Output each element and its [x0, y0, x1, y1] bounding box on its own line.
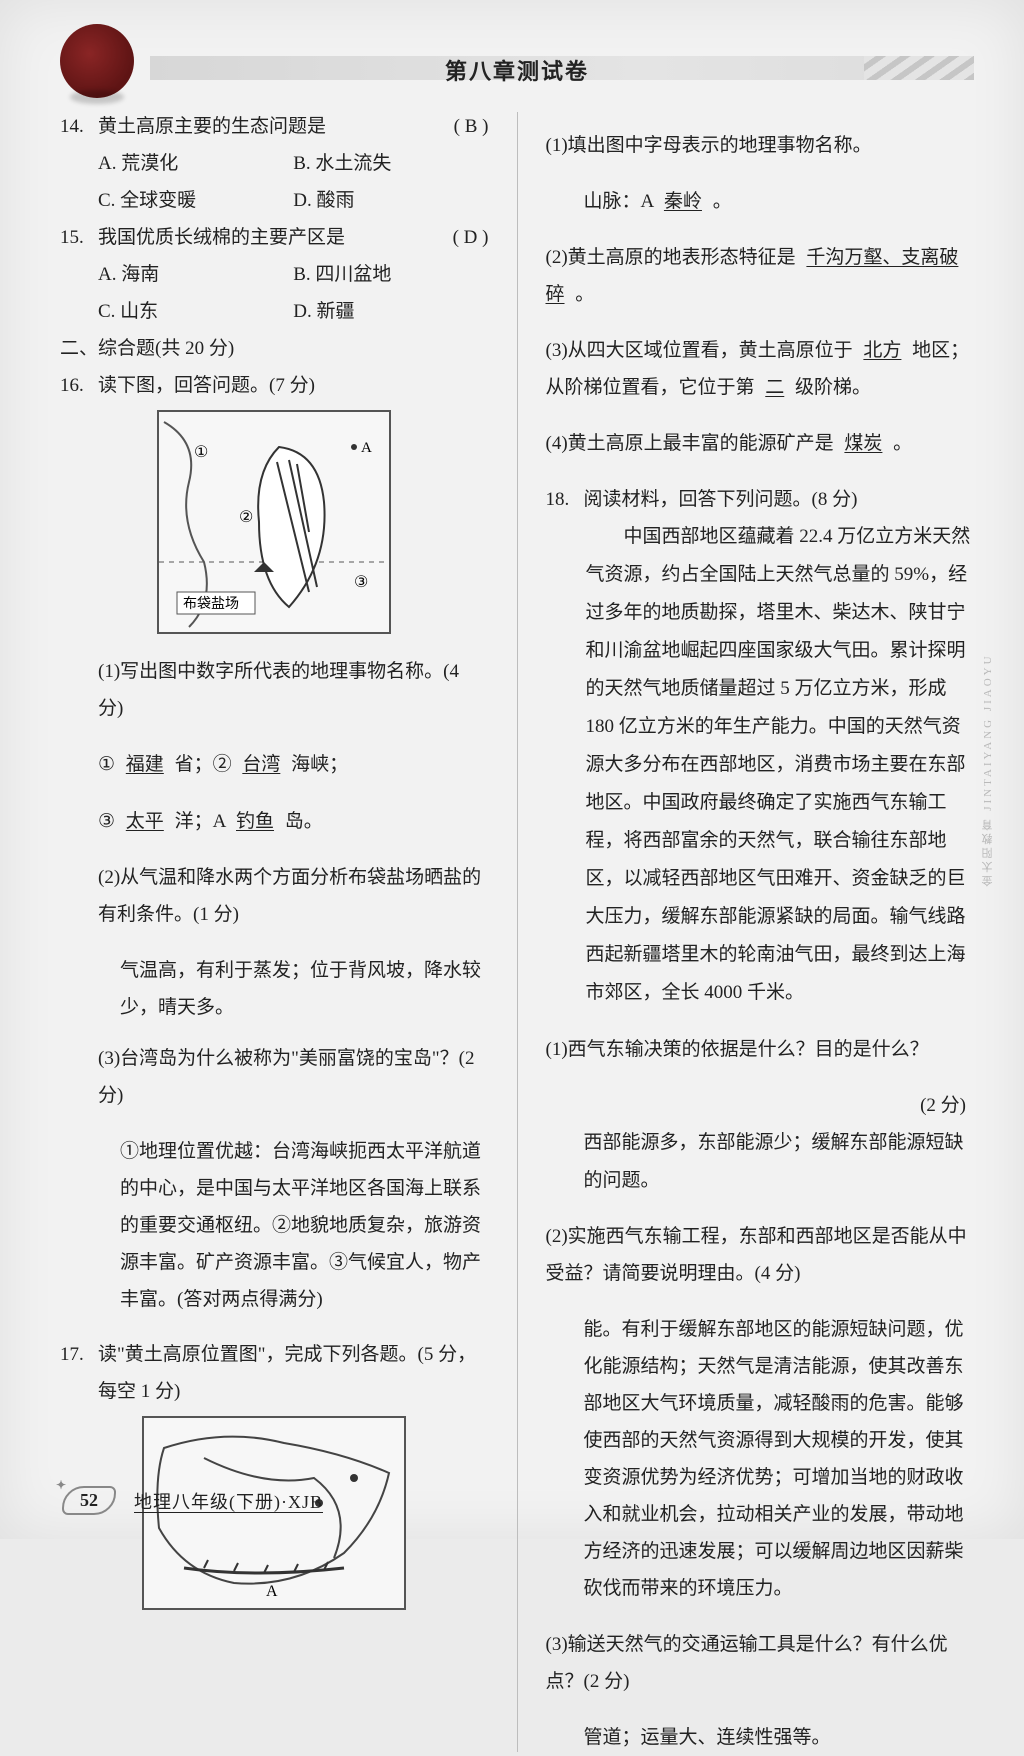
q18-3-answer: 管道；运量大、连续性强等。 — [546, 1719, 975, 1756]
q17-blank-4: 煤炭 — [838, 433, 888, 454]
q14-opt-b: B. 水土流失 — [293, 145, 488, 182]
column-divider — [517, 112, 518, 1752]
q15-opt-b: B. 四川盆地 — [293, 256, 488, 293]
q17-blank-3a: 北方 — [857, 340, 907, 361]
q15-stem: 15. 我国优质长绒棉的主要产区是 ( D ) — [60, 219, 489, 256]
q18-stem: 18. 阅读材料，回答下列问题。(8 分) — [546, 481, 975, 518]
q17-1-line: 山脉：A 秦岭 。 — [546, 183, 975, 220]
q18-passage: 中国西部地区蕴藏着 22.4 万亿立方米天然气资源，约占全国陆上天然气总量的 5… — [546, 518, 975, 1012]
q18-3: (3)输送天然气的交通运输工具是什么？有什么优点？(2 分) — [546, 1626, 975, 1700]
q15-opt-a: A. 海南 — [98, 256, 293, 293]
fig1-label-2: ② — [239, 509, 253, 526]
q15-opt-c: C. 山东 — [98, 293, 293, 330]
header-band: 第八章测试卷 — [60, 30, 974, 90]
q17-text: 读"黄土高原位置图"，完成下列各题。(5 分，每空 1 分) — [98, 1336, 489, 1410]
q17-blank-A: 秦岭 — [658, 191, 708, 212]
q16-map-figure: ① ② ③ A 布袋盐场 — [157, 410, 391, 634]
q18-2: (2)实施西气东输工程，东部和西部地区是否能从中受益？请简要说明理由。(4 分) — [546, 1218, 975, 1292]
q16-1-line1: ① 福建 省；② 台湾 海峡； — [60, 746, 489, 783]
fig2-label-A: A — [266, 1583, 278, 1600]
q16-stem: 16. 读下图，回答问题。(7 分) — [60, 367, 489, 404]
q17-4: (4)黄土高原上最丰富的能源矿产是 煤炭 。 — [546, 425, 975, 462]
q15-opts-row1: A. 海南 B. 四川盆地 — [60, 256, 489, 293]
q17-2: (2)黄土高原的地表形态特征是 千沟万壑、支离破碎 。 — [546, 239, 975, 313]
q16-number: 16. — [60, 367, 98, 404]
q16-3-answer: ①地理位置优越：台湾海峡扼西太平洋航道的中心，是中国与太平洋地区各国海上联系的重… — [60, 1133, 489, 1318]
q14-number: 14. — [60, 108, 98, 145]
logo-icon — [60, 24, 134, 98]
fig1-label-1: ① — [194, 444, 208, 461]
q16-2: (2)从气温和降水两个方面分析布袋盐场晒盐的有利条件。(1 分) — [60, 859, 489, 933]
q14-opts-row2: C. 全球变暖 D. 酸雨 — [60, 182, 489, 219]
q17-3: (3)从四大区域位置看，黄土高原位于 北方 地区；从阶梯位置看，它位于第 二 级… — [546, 332, 975, 406]
q15-number: 15. — [60, 219, 98, 256]
q16-blank-3: 太平 — [120, 811, 170, 832]
q18-2-answer: 能。有利于缓解东部地区的能源短缺问题，优化能源结构；天然气是清洁能源，使其改善东… — [546, 1311, 975, 1607]
q14-opts-row1: A. 荒漠化 B. 水土流失 — [60, 145, 489, 182]
q16-blank-4: 钓鱼 — [230, 811, 280, 832]
fig1-salt-label: 布袋盐场 — [183, 596, 239, 612]
fig1-label-3: ③ — [354, 574, 368, 591]
fig1-label-A: A — [361, 440, 372, 456]
q16-text: 读下图，回答问题。(7 分) — [98, 367, 315, 404]
q16-1-lead: (1)写出图中数字所代表的地理事物名称。(4 分) — [60, 653, 489, 727]
watermark-text: 金太阳教育 JINTAIYANG JIAOYU — [980, 653, 996, 886]
q14-text: 黄土高原主要的生态问题是 — [98, 108, 326, 145]
q15-opt-d: D. 新疆 — [293, 293, 488, 330]
page-number-badge: 52 — [62, 1486, 116, 1515]
q17-1: (1)填出图中字母表示的地理事物名称。 — [546, 127, 975, 164]
q18-number: 18. — [546, 481, 584, 518]
q14-opt-c: C. 全球变暖 — [98, 182, 293, 219]
q14-opt-a: A. 荒漠化 — [98, 145, 293, 182]
q16-3: (3)台湾岛为什么被称为"美丽富饶的宝岛"？(2 分) — [60, 1040, 489, 1114]
q15-text: 我国优质长绒棉的主要产区是 — [98, 219, 345, 256]
right-column: (1)填出图中字母表示的地理事物名称。 山脉：A 秦岭 。 (2)黄土高原的地表… — [546, 108, 975, 1756]
q17-stem: 17. 读"黄土高原位置图"，完成下列各题。(5 分，每空 1 分) — [60, 1336, 489, 1410]
page: 第八章测试卷 14. 黄土高原主要的生态问题是 ( B ) A. 荒漠化 B. … — [0, 0, 1024, 1539]
q18-1: (1)西气东输决策的依据是什么？目的是什么？ — [546, 1031, 975, 1068]
band-stripes-icon — [864, 56, 974, 80]
q18-1-points: (2 分) — [546, 1087, 975, 1124]
q14-answer: ( B ) — [444, 108, 489, 145]
q18-text: 阅读材料，回答下列问题。(8 分) — [584, 481, 858, 518]
q16-blank-1: 福建 — [120, 754, 170, 775]
q17-number: 17. — [60, 1336, 98, 1373]
q16-blank-2: 台湾 — [236, 754, 286, 775]
q18-1-answer: 西部能源多，东部能源少；缓解东部能源短缺的问题。 — [546, 1124, 975, 1198]
chapter-title: 第八章测试卷 — [445, 54, 589, 86]
q15-answer: ( D ) — [443, 219, 489, 256]
q16-2-answer: 气温高，有利于蒸发；位于背风坡，降水较少，晴天多。 — [60, 952, 489, 1026]
q14-opt-d: D. 酸雨 — [293, 182, 488, 219]
q16-1-line2: ③ 太平 洋；A 钓鱼 岛。 — [60, 803, 489, 840]
q15-opts-row2: C. 山东 D. 新疆 — [60, 293, 489, 330]
section2-heading: 二、综合题(共 20 分) — [60, 330, 489, 367]
q16-figure-wrap: ① ② ③ A 布袋盐场 — [60, 410, 489, 634]
q17-blank-3b: 二 — [759, 377, 790, 398]
page-footer: 52 地理八年级(下册)·XJB — [62, 1486, 323, 1515]
q14-stem: 14. 黄土高原主要的生态问题是 ( B ) — [60, 108, 489, 145]
footer-text: 地理八年级(下册)·XJB — [134, 1488, 323, 1514]
